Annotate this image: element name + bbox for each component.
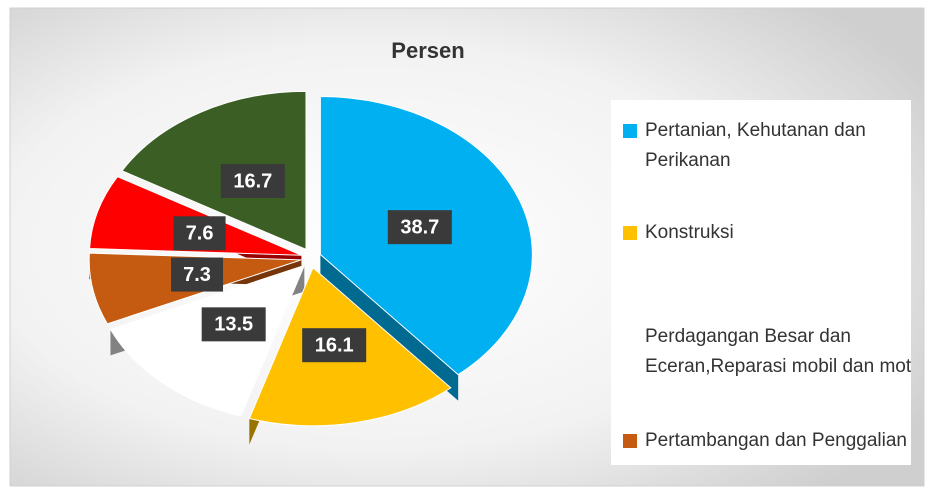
- legend-item: Pertanian, Kehutanan dan Perikanan: [623, 116, 911, 176]
- legend-item: Pertambangan dan Penggalian: [623, 426, 911, 456]
- slice: [121, 90, 307, 251]
- data-label-box: [220, 163, 285, 198]
- data-label: 7.6: [186, 223, 214, 245]
- legend-swatch: [623, 124, 637, 138]
- legend-label: Perdagangan Besar dan Eceran,Reparasi mo…: [645, 326, 911, 377]
- data-label-box: [302, 328, 367, 363]
- data-label: 7.3: [183, 264, 211, 286]
- legend-label: Konstruksi: [645, 222, 734, 243]
- data-label-box: [201, 307, 266, 342]
- legend: Pertanian, Kehutanan dan Perikanan Konstr…: [611, 100, 911, 465]
- legend-label: Pertambangan dan Penggalian: [645, 430, 907, 451]
- legend-item: Konstruksi: [623, 218, 911, 248]
- data-label: 13.5: [214, 314, 253, 336]
- data-label: 38.7: [400, 216, 439, 238]
- data-label-box: [387, 210, 452, 245]
- slice: [89, 176, 302, 256]
- legend-item: Perdagangan Besar dan Eceran,Reparasi mo…: [623, 322, 911, 382]
- legend-label: Pertanian, Kehutanan dan Perikanan: [645, 120, 866, 171]
- data-label-box: [173, 216, 226, 251]
- chart-title: Persen: [391, 38, 464, 63]
- legend-swatch: [623, 330, 637, 344]
- legend-swatch: [623, 226, 637, 240]
- legend-swatch: [623, 434, 637, 448]
- data-label: 16.1: [315, 334, 354, 356]
- data-label-box: [171, 257, 224, 292]
- data-label: 16.7: [233, 170, 272, 192]
